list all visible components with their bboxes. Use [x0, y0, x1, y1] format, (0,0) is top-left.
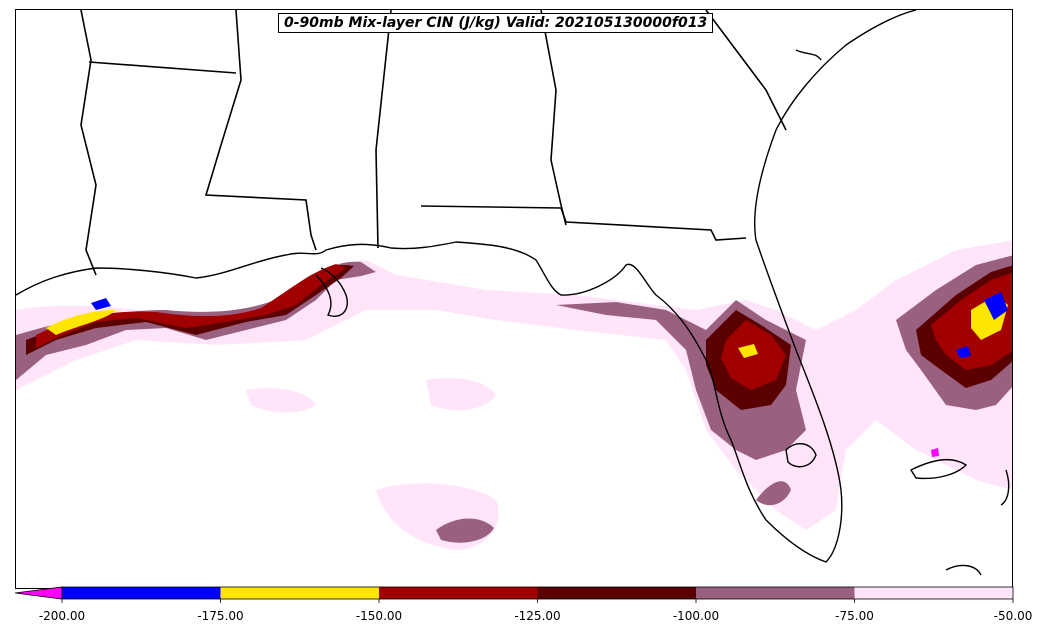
cin-shading — [16, 240, 1012, 550]
colorbar-bin — [379, 587, 538, 599]
arkansas-louisiana-border — [88, 61, 237, 74]
colorbar-tick-label: -175.00 — [197, 609, 244, 623]
cin-field-blue — [91, 298, 111, 310]
cin-field-yellow — [46, 310, 116, 335]
mississippi-alabama-border — [375, 10, 392, 249]
map-panel — [15, 9, 1013, 589]
colorbar-tick-label: -75.00 — [835, 609, 874, 623]
cin-field-red — [36, 264, 346, 348]
colorbar-bin — [220, 587, 379, 599]
colorbar-bin — [696, 587, 855, 599]
alabama-georgia-border — [540, 10, 567, 226]
cin-field-blue — [956, 346, 971, 358]
sc-coast-detail — [795, 49, 822, 61]
lake-okeechobee — [785, 443, 817, 468]
alabama-florida-border — [420, 205, 747, 241]
colorbar-bins — [14, 586, 1014, 603]
mississippi-delta — [315, 267, 348, 317]
gulf-coastline — [16, 239, 843, 563]
colorbar-tick-label: -100.00 — [672, 609, 720, 623]
colorbar-bin — [537, 587, 696, 599]
cin-field-light — [16, 240, 1012, 530]
colorbar-tick-label: -50.00 — [993, 609, 1033, 623]
cuba-coastline — [909, 458, 968, 480]
bahamas-coastline — [1000, 469, 1010, 506]
colorbar-bin — [854, 587, 1013, 599]
coastlines — [16, 10, 1010, 576]
cin-field-blue — [984, 292, 1008, 320]
cin-field-light — [376, 483, 499, 550]
cin-field-mauve — [436, 518, 494, 543]
colorbar-extend-triangle — [14, 586, 63, 600]
colorbar-tick-label: -200.00 — [38, 609, 86, 623]
colorbar — [14, 586, 1014, 603]
cin-field-light — [426, 378, 496, 411]
georgia-sc-border — [705, 10, 787, 131]
colorbar-tick-label: -125.00 — [514, 609, 561, 623]
colorbar-bin — [62, 587, 221, 599]
colorbar-tick-label: -150.00 — [355, 609, 403, 623]
cin-map — [16, 10, 1012, 576]
texas-louisiana-border — [80, 10, 97, 276]
cin-field-yellow — [738, 344, 758, 358]
cin-field-mauve — [756, 481, 791, 506]
cin-field-magenta — [931, 448, 939, 457]
atlantic-coastline — [754, 10, 917, 241]
louisiana-mississippi-border — [204, 10, 317, 251]
bottom-island — [945, 564, 982, 576]
state-borders — [80, 10, 787, 276]
cin-field-light — [246, 388, 316, 413]
map-title: 0-90mb Mix-layer CIN (J/kg) Valid: 20210… — [278, 13, 714, 33]
